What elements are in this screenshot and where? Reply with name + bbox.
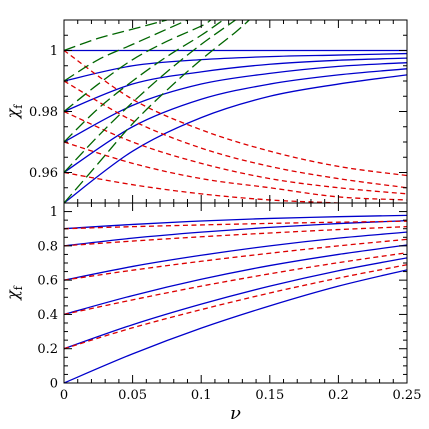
bottom-y-axis-label: χf (3, 285, 25, 301)
top-y-axis-label: χf (3, 104, 25, 120)
bottom-y-tick-label: 0.4 (37, 308, 58, 323)
top-short-dash-curve-0.96 (64, 171, 354, 203)
bottom-solid-curve-0.8 (64, 220, 407, 247)
top-short-dash-curve-0.95 (64, 202, 94, 203)
bottom-solid-curve-0.4 (64, 244, 407, 316)
top-long-dash-curve-0.98 (64, 20, 212, 113)
bottom-solid-curve-0 (64, 269, 407, 383)
bottom-x-tick-label: 0.05 (118, 388, 147, 403)
top-short-dash-curve-0.98 (64, 110, 407, 195)
top-solid-curve-0.96 (64, 68, 407, 174)
bottom-x-tick-label: 0.25 (393, 388, 422, 403)
top-y-axis-label-subscript: f (12, 104, 25, 109)
bottom-x-tick-label: 0.15 (255, 388, 284, 403)
bottom-x-tick-label: 0.1 (191, 388, 212, 403)
top-y-tick-label: 1 (50, 44, 58, 59)
top-series-group (64, 20, 407, 203)
top-long-dash-curve-0.95 (64, 20, 250, 203)
bottom-y-tick-label: 0 (50, 377, 58, 392)
top-long-dash-curve-1 (64, 20, 168, 52)
bottom-y-tick-label: 0.6 (37, 274, 58, 289)
bottom-short-dash-curve-0.2 (64, 264, 407, 350)
top-y-axis-label-main: χ (3, 107, 22, 119)
bottom-y-tick-label: 0.2 (37, 342, 58, 357)
bottom-x-tick-label: 0.2 (328, 388, 349, 403)
bottom-panel: 0 0.2 0.4 0.6 0.8 1 0 0.05 0.1 0.15 0.2 0.25 χf ν (3, 202, 422, 424)
top-solid-curve-0.95 (64, 74, 407, 203)
bottom-short-dash-curve-0.6 (64, 238, 407, 281)
bottom-y-axis-label-subscript: f (12, 285, 25, 290)
top-solid-curve-0.98 (64, 57, 407, 113)
top-short-dash-curve-0.97 (64, 141, 407, 201)
top-y-tick-label: 0.96 (29, 166, 58, 181)
top-long-dash-curve-0.99 (64, 20, 188, 82)
top-solid-curve-0.99 (64, 52, 407, 82)
bottom-y-tick-label: 0.8 (37, 239, 58, 254)
bottom-x-axis-label: ν (230, 403, 241, 424)
top-panel: 0.96 0.98 1 χf (3, 19, 408, 204)
bottom-solid-curve-0.6 (64, 231, 407, 281)
top-short-dash-curve-1 (64, 49, 407, 177)
bottom-solid-curve-0.9 (64, 214, 407, 230)
bottom-y-axis-label-main: χ (3, 289, 22, 301)
bottom-series-group (64, 214, 407, 383)
top-solid-curve-0.97 (64, 62, 407, 143)
bottom-solid-curve-0.2 (64, 257, 407, 350)
top-long-dash-curve-0.97 (64, 20, 224, 143)
bottom-x-tick-label: 0 (60, 388, 68, 403)
bottom-plot-frame (63, 202, 408, 384)
bottom-short-dash-curve-0.9 (64, 220, 407, 230)
bottom-short-dash-curve-0.4 (64, 252, 407, 316)
bottom-short-dash-curve-0.8 (64, 226, 407, 247)
top-y-tick-label: 0.98 (29, 105, 58, 120)
top-long-dash-curve-0.96 (64, 20, 236, 173)
bottom-y-tick-label: 1 (50, 205, 58, 220)
top-short-dash-curve-0.99 (64, 80, 407, 189)
